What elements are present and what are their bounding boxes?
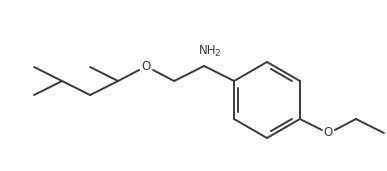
Text: O: O [323,127,332,140]
Text: 2: 2 [214,49,220,57]
Text: NH: NH [199,44,217,57]
Text: O: O [142,61,151,74]
